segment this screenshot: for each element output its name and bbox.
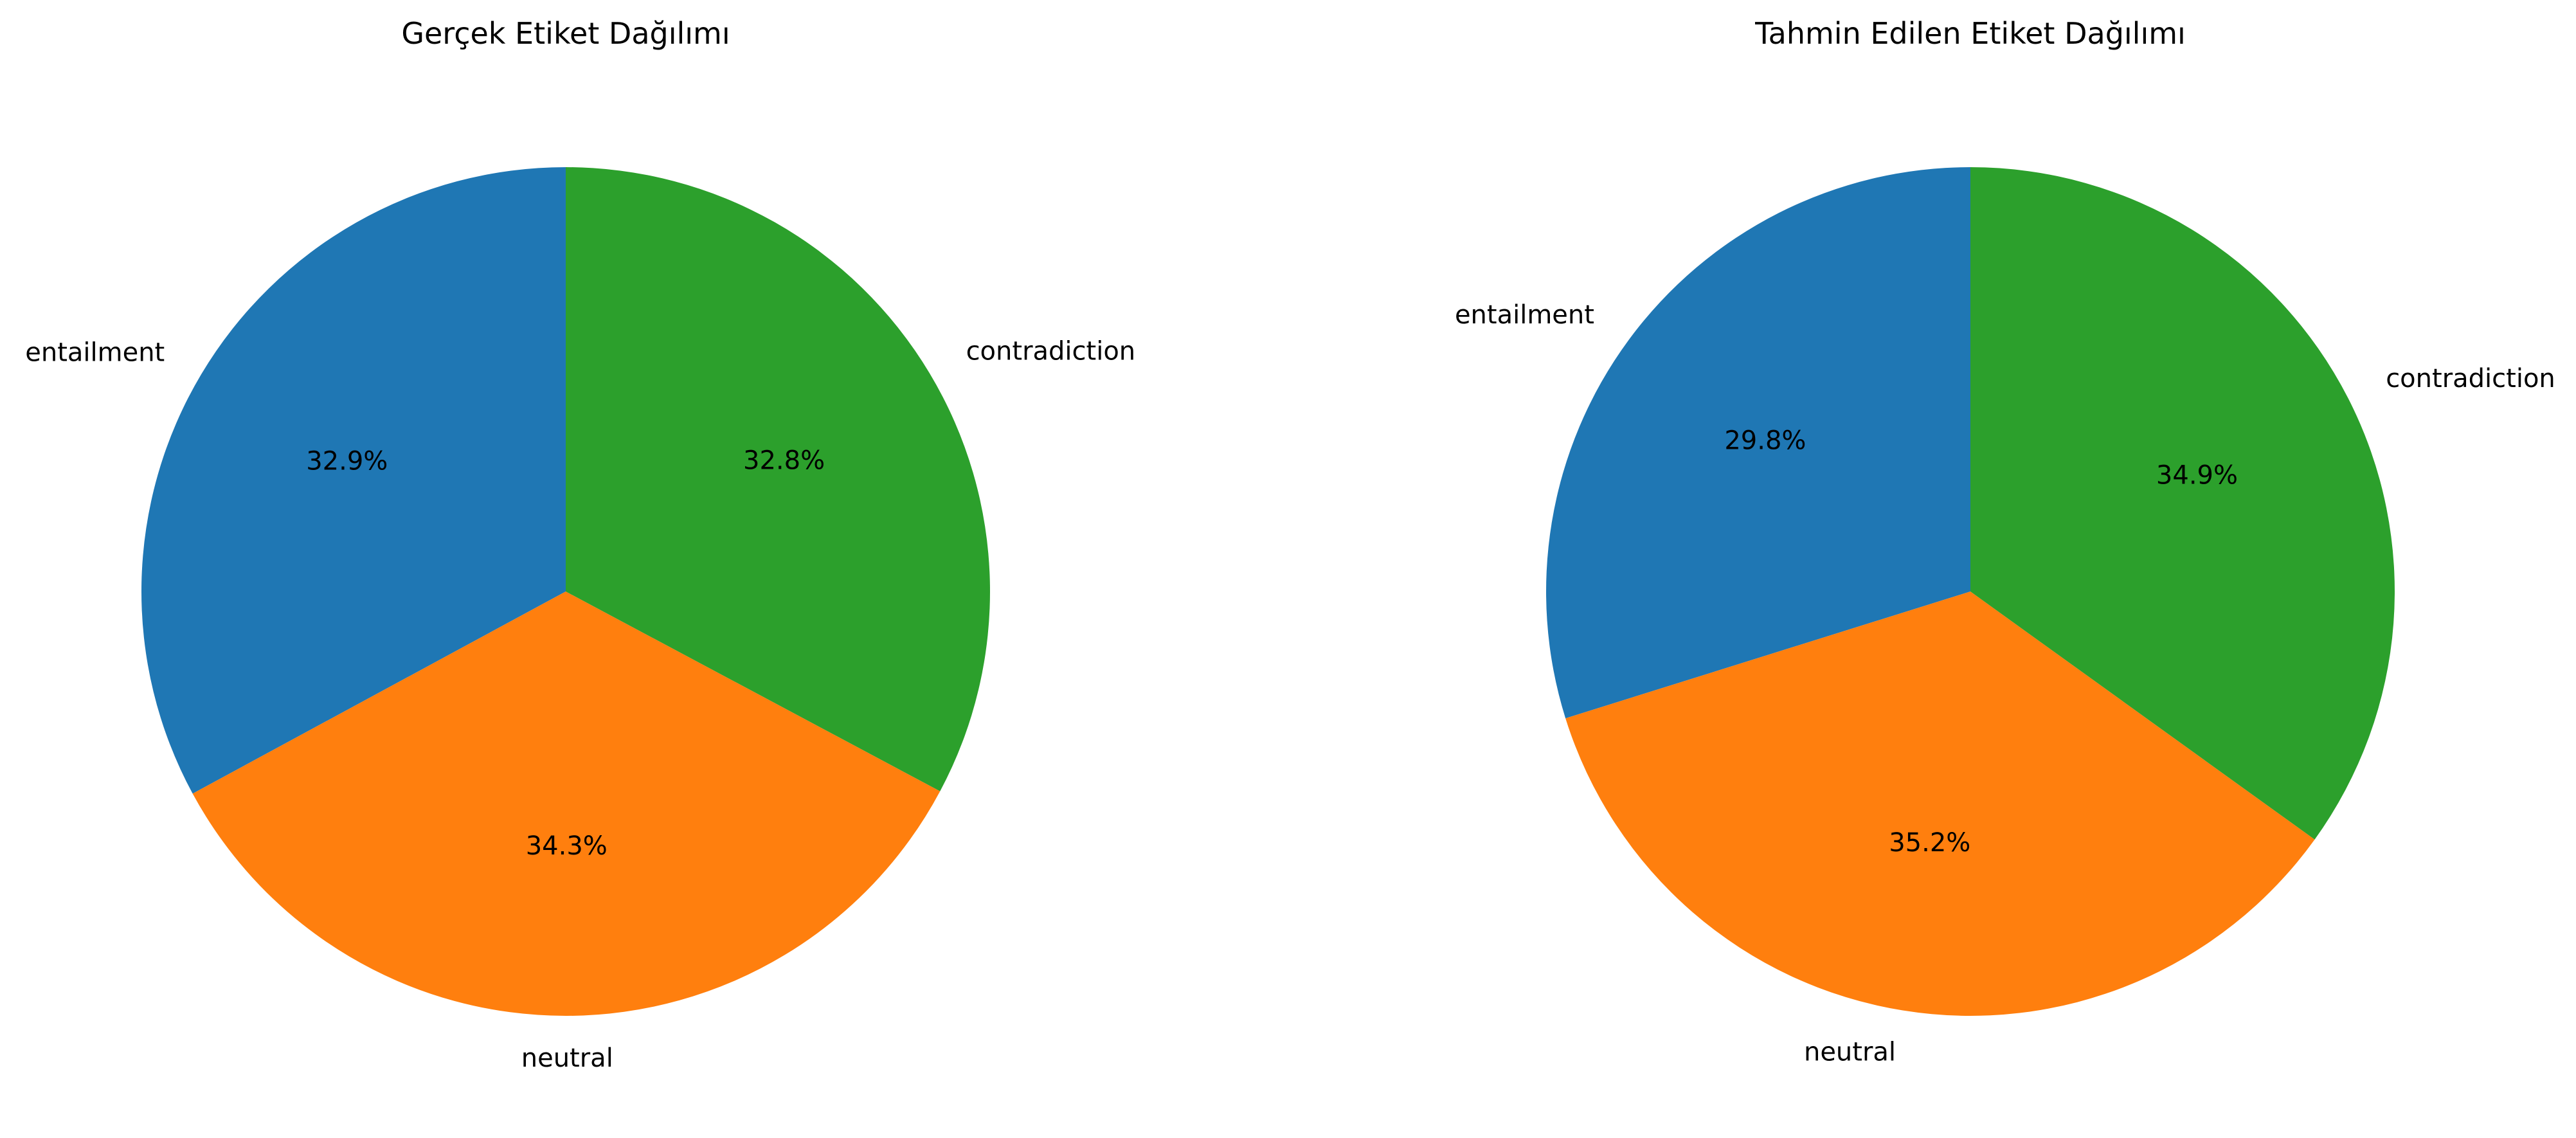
percent-label-entailment: 32.9% (306, 446, 388, 476)
percent-label-neutral: 34.3% (526, 831, 608, 861)
pie-slice-entailment (141, 167, 566, 794)
slice-label-contradiction: contradiction (966, 337, 1136, 366)
slice-label-entailment: entailment (25, 338, 165, 367)
chart-title: Tahmin Edilen Etiket Dağılımı (1754, 16, 2186, 51)
chart-title: Gerçek Etiket Dağılımı (401, 16, 730, 51)
pie-slice-neutral (1565, 592, 2315, 1016)
percent-label-contradiction: 34.9% (2156, 460, 2238, 490)
slice-label-contradiction: contradiction (2386, 364, 2555, 393)
slice-label-neutral: neutral (521, 1043, 613, 1073)
slice-label-neutral: neutral (1804, 1038, 1896, 1067)
percent-label-neutral: 35.2% (1889, 828, 1970, 858)
slice-label-entailment: entailment (1455, 300, 1594, 330)
pie-slice-contradiction (1970, 167, 2395, 840)
pie-slice-neutral (192, 592, 941, 1016)
pie-slice-contradiction (566, 167, 990, 791)
pie-slice-entailment (1546, 167, 1970, 719)
percent-label-contradiction: 32.8% (743, 446, 825, 475)
pie-chart-true-labels: Gerçek Etiket Dağılımı entailment 32.9% ne… (25, 16, 1135, 1073)
pie-chart-predicted-labels: Tahmin Edilen Etiket Dağılımı entailment… (1455, 16, 2555, 1067)
percent-label-entailment: 29.8% (1724, 426, 1806, 456)
